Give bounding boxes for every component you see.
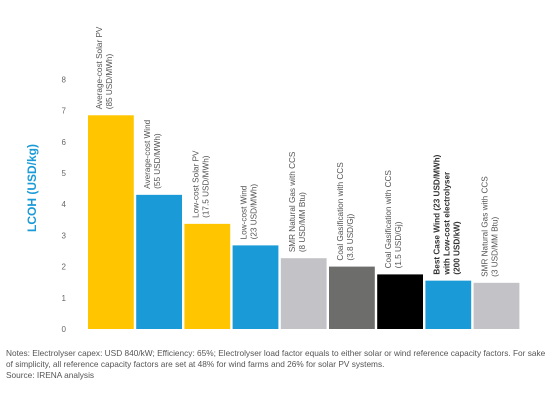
- bar-category-label-line: Average-cost Solar PV: [95, 26, 104, 109]
- bar-chart: 0 1 2 3 4 5 6 7 8 Average-cost Solar PV(85 USD/M…: [25, 26, 520, 334]
- bar-category-label: Low-cost Wind(23 USD/MWh): [240, 184, 259, 240]
- y-axis-label: LCOH (USD/kg): [25, 144, 39, 232]
- bar-category-label: SMR Natural Gas with CCS(3 USD/MM Btu): [481, 176, 500, 277]
- bar-category-label-line: Coal Gasification with CCS: [384, 170, 393, 269]
- bar-category-label: Average-cost Wind(55 USD/MWh): [143, 119, 162, 188]
- bar-category-label-line: Average-cost Wind: [143, 119, 152, 188]
- bar-category-label-line: (1.5 USD/Gj): [394, 221, 403, 268]
- bar-category-label: Low-cost Solar PV(17.5 USD/MWh): [191, 150, 210, 218]
- bar: [329, 266, 375, 329]
- bar-category-label-line: Best Case Wind (23 USD/MWh): [432, 154, 441, 274]
- bar-category-label-line: (8 USD/MM Btu): [298, 192, 307, 252]
- chart: 0 1 2 3 4 5 6 7 8 Average-cost Solar PV(85 USD/M…: [25, 26, 520, 334]
- bar-category-label-line: (85 USD/MWh): [105, 54, 114, 110]
- bar-labels: Average-cost Solar PV(85 USD/MWh)Average…: [95, 26, 500, 277]
- bar-category-label-line: (200 USD/kW): [452, 221, 461, 275]
- bar-category-label-line: (23 USD/MWh): [250, 184, 259, 240]
- bar-category-label-line: with Low-cost electrolyser: [442, 171, 451, 276]
- bar: [280, 258, 327, 329]
- y-axis: 0 1 2 3 4 5 6 7 8: [62, 75, 67, 334]
- bar-category-label-line: Low-cost Solar PV: [191, 150, 200, 218]
- y-tick-label: 4: [62, 200, 67, 209]
- y-tick-label: 6: [62, 138, 67, 147]
- bars: [88, 115, 520, 329]
- bar: [425, 280, 472, 329]
- bar-category-label-line: Coal Gasification with CCS: [336, 162, 345, 261]
- y-tick-label: 0: [62, 325, 67, 334]
- bar-category-label-line: Low-cost Wind: [240, 185, 249, 239]
- bar-category-label-line: (55 USD/MWh): [153, 133, 162, 189]
- bar-category-label-line: SMR Natural Gas with CCS: [481, 176, 490, 277]
- y-tick-label: 5: [62, 169, 67, 178]
- source-text: Source: IRENA analysis: [6, 370, 95, 381]
- bar: [473, 282, 520, 329]
- notes-text: Notes: Electrolyser capex: USD 840/kW; E…: [6, 348, 546, 370]
- bar-category-label: Coal Gasification with CCS(1.5 USD/Gj): [384, 170, 403, 269]
- bar-category-label-line: (3.8 USD/Gj): [346, 213, 355, 260]
- bar: [184, 223, 231, 329]
- bar: [377, 274, 423, 329]
- y-tick-label: 7: [62, 107, 67, 116]
- bar-category-label-line: (17.5 USD/MWh): [201, 155, 210, 218]
- bar: [232, 245, 279, 329]
- y-tick-label: 1: [62, 294, 67, 303]
- y-tick-label: 3: [62, 231, 67, 240]
- bar: [88, 115, 134, 329]
- bar-category-label: Best Case Wind (23 USD/MWh)with Low-cost…: [432, 154, 461, 275]
- bar-category-label-line: (3 USD/MM Btu): [491, 217, 500, 277]
- bar-category-label: Coal Gasification with CCS(3.8 USD/Gj): [336, 162, 355, 261]
- bar-category-label: Average-cost Solar PV(85 USD/MWh): [95, 26, 114, 109]
- y-tick-label: 2: [62, 263, 67, 272]
- bar-category-label: SMR Natural Gas with CCS(8 USD/MM Btu): [288, 151, 307, 252]
- chart-notes: Notes: Electrolyser capex: USD 840/kW; E…: [6, 348, 546, 382]
- bar: [136, 194, 182, 329]
- y-tick-label: 8: [62, 75, 67, 84]
- bar-category-label-line: SMR Natural Gas with CCS: [288, 151, 297, 252]
